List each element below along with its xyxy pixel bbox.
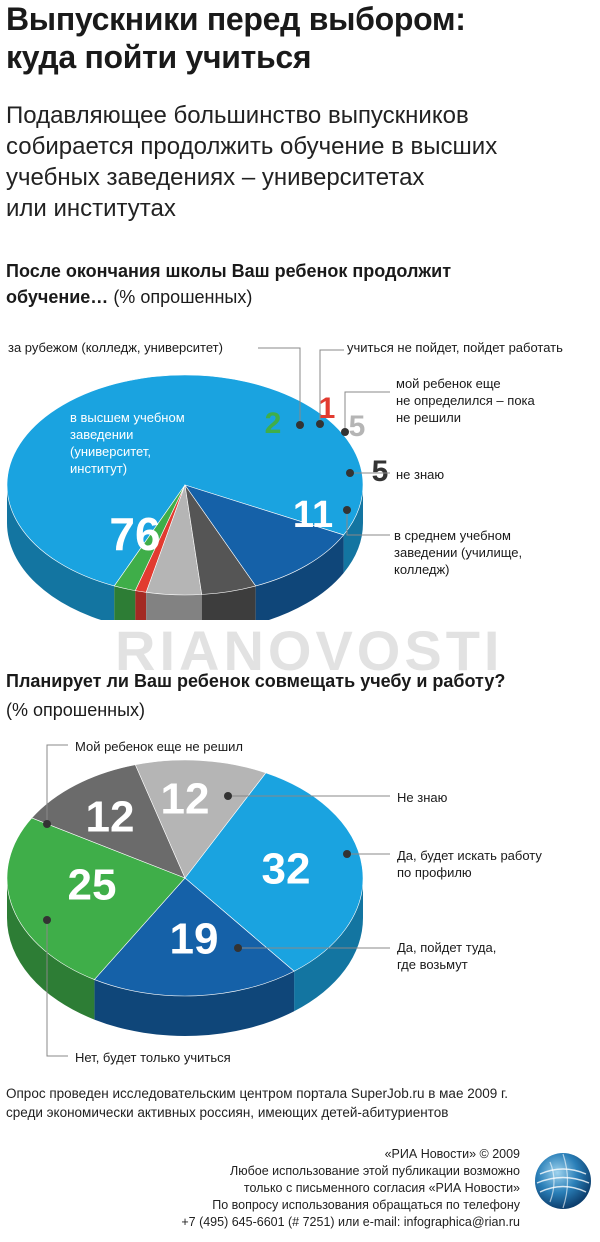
watermark: RIANOVOSTI: [115, 619, 504, 682]
title-line-1: Выпускники перед выбором:: [6, 1, 466, 37]
pie-side-5: [255, 534, 344, 620]
chart1-unit: (% опрошенных): [113, 287, 253, 307]
pie-side-1: [94, 971, 295, 1036]
pie-side-1: [114, 585, 136, 620]
credit-line-2: Любое использование этой публикации возм…: [230, 1164, 520, 1178]
pie-label-0: Да, будет искать работу по профилю: [397, 848, 542, 880]
pie-slice-0: [6, 374, 364, 587]
pie-value-4: 12: [161, 775, 210, 824]
subtitle-line-2: собирается продолжить обучение в высших: [6, 133, 498, 160]
subtitle: Подавляющее большинство выпускников соби…: [6, 100, 596, 224]
callout-line-3: [46, 744, 68, 824]
survey-note-line-1: Опрос проведен исследовательским центром…: [6, 1086, 509, 1101]
pie-slice-4: [134, 759, 267, 879]
callout-dot-1: [234, 944, 242, 952]
callout-dot-5: [343, 506, 351, 514]
pie-label-3: Мой ребенок еще не решил: [75, 739, 243, 754]
callout-line-2: [319, 349, 344, 424]
pie-value-0: 76: [109, 508, 160, 560]
pie-side-2: [7, 878, 95, 1020]
pie-label-5: в среднем учебном заведении (училище, колл…: [394, 528, 522, 577]
pie-label-4: Не знаю: [397, 790, 448, 805]
pie-side-0: [343, 485, 363, 573]
survey-note: Опрос проведен исследовательским центром…: [6, 1084, 596, 1122]
pie-slice-2: [6, 817, 186, 980]
pie-value-5: 11: [293, 494, 333, 536]
callout-dot-2: [316, 420, 324, 428]
ria-globe-logo: [535, 1153, 591, 1209]
callout-dot-0: [343, 850, 351, 858]
credit-line-1: «РИА Новости» © 2009: [384, 1147, 520, 1161]
pie-value-3: 12: [86, 793, 135, 842]
pie-label-2: учиться не пойдет, пойдет работать: [347, 340, 563, 355]
credit-line-3: только с письменного согласия «РИА Новос…: [243, 1181, 520, 1195]
pie-value-3: 5: [349, 410, 366, 443]
chart2-question-line-1: Планирует ли Ваш ребенок совмещать учебу…: [6, 671, 506, 691]
pie-side-2: [135, 590, 147, 620]
pie-value-1: 19: [170, 915, 219, 964]
chart1-question: После окончания школы Ваш ребенок продол…: [6, 258, 596, 310]
callout-line-5: [346, 510, 390, 536]
pie-label-4: не знаю: [396, 467, 444, 482]
survey-note-line-2: среди экономически активных россиян, име…: [6, 1105, 449, 1120]
chart2-question: Планирует ли Ваш ребенок совмещать учебу…: [6, 668, 596, 694]
pie-slice-1: [93, 877, 295, 997]
page-title: Выпускники перед выбором: куда пойти учи…: [6, 0, 596, 76]
chart1-question-line-1: После окончания школы Ваш ребенок продол…: [6, 261, 452, 281]
chart2-unit: (% опрошенных): [6, 700, 146, 720]
pie-chart-1: 76 в высшем учебном заведении (университет,…: [6, 340, 563, 620]
callout-dot-3: [43, 820, 51, 828]
chart1-question-line-2: обучение…: [6, 287, 109, 307]
pie-slice-5: [184, 484, 345, 587]
pie-label-0: в высшем учебном заведении (университет, ин…: [70, 410, 185, 476]
pie-label-1: Да, пойдет туда, где возьмут: [397, 940, 496, 972]
credit-line-5: +7 (495) 645-6601 (# 7251) или e-mail: i…: [181, 1215, 520, 1229]
pie-value-1: 2: [265, 407, 282, 440]
pie-side-0: [294, 878, 363, 1012]
subtitle-line-4: или институтах: [6, 195, 176, 222]
pie-slice-0: [184, 772, 364, 972]
credit-line-4: По вопросу использования обращаться по т…: [212, 1198, 520, 1212]
pie-value-0: 32: [262, 845, 311, 894]
callout-dot-1: [296, 421, 304, 429]
callout-dot-4: [224, 792, 232, 800]
callout-dot-4: [346, 469, 354, 477]
pie-value-2: 1: [319, 392, 336, 425]
pie-value-2: 25: [68, 861, 117, 910]
credits: «РИА Новости» © 2009 Любое использование…: [100, 1146, 520, 1231]
subtitle-line-1: Подавляющее большинство выпускников: [6, 102, 469, 129]
callout-line-1: [258, 347, 301, 425]
pie-value-4: 5: [372, 455, 389, 488]
pie-chart-2: 32 Да, будет искать работу по профилю 19 Да,…: [6, 739, 542, 1065]
callout-line-3: [344, 391, 390, 432]
title-line-2: куда пойти учиться: [6, 39, 312, 75]
pie-slice-3: [31, 764, 186, 879]
callout-dot-2: [43, 916, 51, 924]
callout-dot-3: [341, 428, 349, 436]
pie-side-4: [201, 585, 256, 620]
pie-label-2: Нет, будет только учиться: [75, 1050, 231, 1065]
subtitle-line-3: учебных заведениях – университетах: [6, 164, 425, 191]
pie-side-3: [146, 592, 202, 620]
pie-label-1: за рубежом (колледж, университет): [8, 340, 223, 355]
pie-side-0: [7, 485, 115, 620]
callout-line-2: [46, 920, 68, 1057]
pie-label-3: мой ребенок еще не определился – пока не р…: [396, 376, 536, 425]
